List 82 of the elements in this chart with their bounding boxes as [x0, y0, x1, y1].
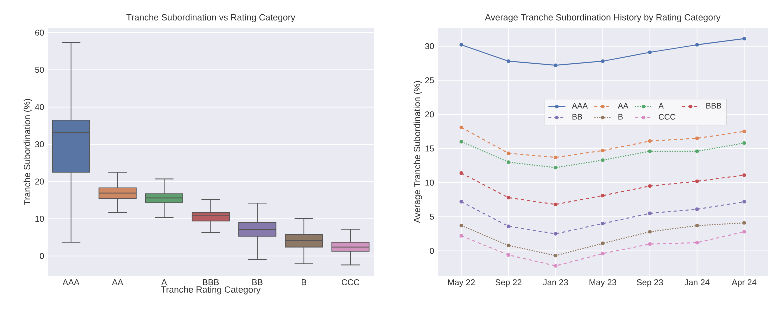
point [742, 221, 746, 225]
point [648, 242, 652, 246]
point [648, 150, 652, 154]
point [601, 149, 605, 153]
x-axis-title: Tranche Rating Category [161, 286, 261, 295]
point [695, 241, 700, 245]
y-tick-label: 15 [426, 146, 434, 152]
point [601, 222, 605, 226]
point [648, 50, 652, 54]
y-tick-label: 0 [40, 253, 44, 260]
chart-title: Average Tranche Subordination History by Rating Category [485, 14, 721, 22]
y-tick-label: 30 [425, 43, 434, 50]
y-axis-title: Average Tranche Subordination (%) [414, 81, 422, 224]
y-tick-label: 10 [36, 216, 44, 222]
x-tick-label: AAA [62, 280, 80, 286]
point [506, 253, 511, 257]
x-tick-label: B [302, 280, 307, 286]
y-tick-label: 0 [430, 248, 434, 254]
point [554, 202, 558, 206]
x-tick-label: May 23 [590, 280, 617, 288]
point [648, 139, 652, 144]
point [506, 244, 511, 248]
point [695, 136, 700, 140]
point [554, 254, 558, 258]
point [506, 224, 511, 228]
x-tick-label: BBB [203, 280, 220, 286]
y-tick-label: 30 [35, 142, 44, 148]
point [695, 180, 700, 184]
point [601, 158, 605, 162]
point [506, 60, 511, 64]
point [554, 264, 558, 268]
y-tick-label: 5 [430, 214, 434, 220]
point [648, 230, 652, 234]
x-tick-label: May 22 [448, 280, 476, 288]
point [554, 166, 558, 170]
point [742, 230, 746, 234]
point [695, 150, 700, 154]
point [460, 43, 464, 47]
point [695, 43, 700, 47]
x-tick-label: A [162, 280, 168, 286]
y-tick-label: 40 [35, 104, 44, 110]
x-tick-label: BB [252, 280, 263, 286]
x-tick-label: Jan 23 [543, 280, 568, 286]
point [506, 152, 511, 156]
point [506, 160, 511, 164]
point [554, 232, 558, 236]
y-tick-label: 25 [425, 78, 434, 84]
x-tick-label: AA [112, 280, 124, 286]
point [742, 200, 746, 204]
point [742, 142, 746, 146]
point [460, 200, 464, 204]
point [460, 126, 464, 130]
point [695, 208, 700, 212]
x-tick-label: Apr 24 [732, 280, 757, 288]
point [506, 196, 511, 200]
point [601, 242, 605, 246]
point [648, 184, 652, 188]
y-tick-label: 60 [36, 30, 44, 36]
point [460, 172, 464, 176]
chart-title: Tranche Subordination vs Rating Category [126, 14, 296, 22]
point [742, 37, 746, 41]
y-axis-title: Tranche Subordination (%) [24, 99, 32, 206]
point [648, 212, 652, 216]
y-tick-label: 20 [35, 178, 44, 185]
y-tick-label: 20 [425, 112, 434, 118]
point [601, 194, 605, 198]
y-tick-label: 50 [35, 67, 44, 74]
point [742, 174, 746, 178]
point [554, 156, 558, 160]
x-tick-label: Jan 24 [684, 280, 710, 286]
y-tick-label: 10 [426, 180, 434, 186]
point [460, 224, 464, 228]
point [460, 234, 464, 238]
point [742, 130, 746, 134]
x-tick-label: Sep 23 [637, 280, 664, 288]
point [695, 224, 700, 228]
point [460, 140, 464, 144]
point [601, 252, 605, 256]
point [601, 60, 605, 64]
point [554, 64, 558, 68]
x-tick-label: CCC [342, 280, 360, 286]
x-tick-label: Sep 22 [496, 280, 522, 288]
